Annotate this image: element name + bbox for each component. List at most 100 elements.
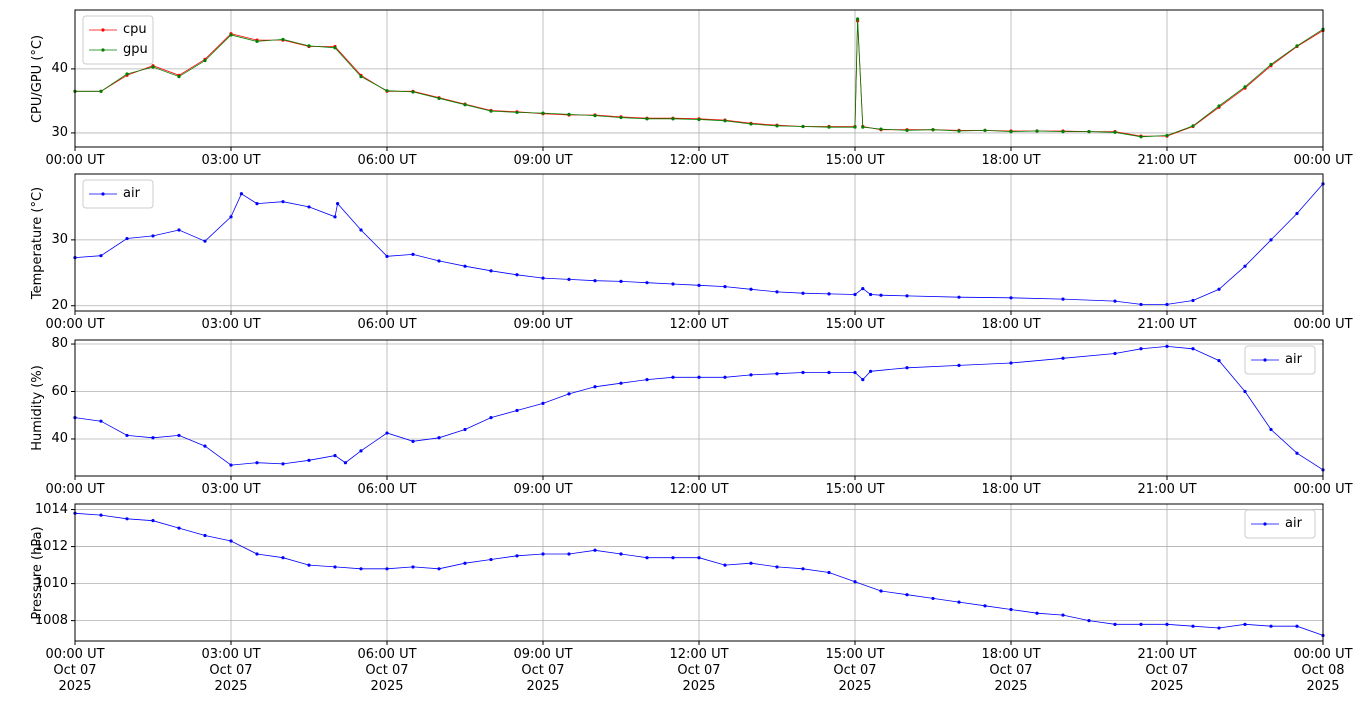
- data-point: [861, 125, 865, 129]
- data-point: [541, 552, 545, 556]
- data-point: [775, 290, 779, 294]
- x-tick-label: 03:00 UT Oct 07 2025: [201, 647, 261, 694]
- data-point: [1139, 622, 1143, 626]
- data-point: [336, 202, 340, 206]
- data-point: [749, 122, 753, 126]
- data-point: [437, 436, 441, 440]
- data-point: [856, 17, 860, 21]
- data-point: [957, 129, 961, 133]
- y-tick-label: 80: [51, 336, 68, 352]
- x-tick-label: 09:00 UT: [513, 317, 573, 332]
- data-point: [1269, 427, 1273, 432]
- data-point: [281, 462, 285, 466]
- data-point: [749, 373, 753, 377]
- y-tick-label: 30: [51, 231, 68, 247]
- data-point: [203, 533, 207, 538]
- data-point: [957, 295, 961, 299]
- data-point: [333, 453, 337, 458]
- data-point: [879, 293, 883, 297]
- data-point: [125, 433, 129, 438]
- data-point: [411, 90, 415, 94]
- data-point: [827, 370, 831, 375]
- y-tick-label: 60: [51, 383, 68, 399]
- data-point: [541, 401, 545, 405]
- data-point: [1217, 287, 1221, 291]
- x-tick-label: 00:00 UT: [1293, 482, 1353, 497]
- data-point: [411, 565, 415, 569]
- x-tick-label: 15:00 UT: [825, 317, 885, 332]
- data-point: [801, 567, 805, 571]
- x-tick-label: 00:00 UT: [1293, 317, 1353, 332]
- data-point: [671, 117, 675, 121]
- data-point: [239, 192, 243, 196]
- legend-label: cpu: [123, 22, 147, 37]
- data-point: [515, 408, 519, 413]
- data-point: [645, 117, 649, 121]
- data-point: [567, 112, 571, 116]
- data-point: [307, 458, 311, 462]
- x-tick-label: 06:00 UT: [357, 317, 417, 332]
- data-point: [1165, 302, 1169, 307]
- data-point: [905, 366, 909, 370]
- data-point: [99, 254, 103, 258]
- data-point: [1087, 130, 1091, 134]
- data-point: [1243, 622, 1247, 626]
- data-point: [1191, 298, 1195, 303]
- legend-label: gpu: [123, 42, 148, 57]
- x-tick-label: 03:00 UT: [201, 317, 261, 332]
- data-point: [723, 375, 727, 379]
- data-point: [645, 281, 649, 285]
- legend-marker: [101, 28, 105, 32]
- data-point: [567, 277, 571, 281]
- data-point: [1035, 611, 1039, 615]
- data-point: [515, 554, 519, 558]
- data-point: [1191, 124, 1195, 128]
- data-point: [1191, 624, 1195, 628]
- data-point: [619, 381, 623, 385]
- y-tick-label: 1008: [34, 612, 68, 628]
- axes-frame: [74, 9, 1324, 148]
- data-point: [343, 461, 347, 465]
- x-tick-label: 00:00 UT: [1293, 153, 1353, 168]
- x-tick-label: 18:00 UT: [981, 482, 1041, 497]
- x-tick-label: 18:00 UT Oct 07 2025: [981, 647, 1041, 694]
- data-point: [861, 378, 865, 382]
- data-point: [853, 370, 857, 375]
- data-point: [1191, 347, 1195, 351]
- data-point: [541, 111, 545, 115]
- data-point: [489, 109, 493, 113]
- x-tick-label: 09:00 UT Oct 07 2025: [513, 647, 573, 694]
- data-point: [1113, 622, 1117, 626]
- data-point: [281, 556, 285, 560]
- legend-box: [1244, 509, 1316, 539]
- data-point: [593, 279, 597, 283]
- data-point: [567, 552, 571, 556]
- x-tick-label: 00:00 UT: [45, 317, 105, 332]
- data-point: [775, 565, 779, 569]
- data-point: [645, 378, 649, 382]
- data-point: [229, 215, 233, 219]
- data-point: [177, 526, 181, 530]
- data-point: [307, 205, 311, 209]
- data-point: [1269, 624, 1273, 628]
- data-point: [125, 72, 129, 76]
- data-point: [385, 431, 389, 435]
- data-point: [489, 269, 493, 273]
- data-point: [411, 439, 415, 443]
- y-axis-label: Pressure (hPa): [30, 525, 45, 620]
- data-point: [983, 128, 987, 132]
- data-point: [671, 556, 675, 560]
- legend-label: air: [123, 186, 140, 201]
- data-point: [151, 234, 155, 238]
- data-point: [1061, 356, 1065, 360]
- x-tick-label: 09:00 UT: [513, 153, 573, 168]
- data-point: [869, 369, 873, 373]
- legend-marker: [101, 192, 105, 196]
- data-point: [307, 563, 311, 567]
- data-point: [957, 600, 961, 604]
- x-tick-label: 15:00 UT Oct 07 2025: [825, 647, 885, 694]
- data-point: [931, 596, 935, 601]
- data-point: [1217, 626, 1221, 630]
